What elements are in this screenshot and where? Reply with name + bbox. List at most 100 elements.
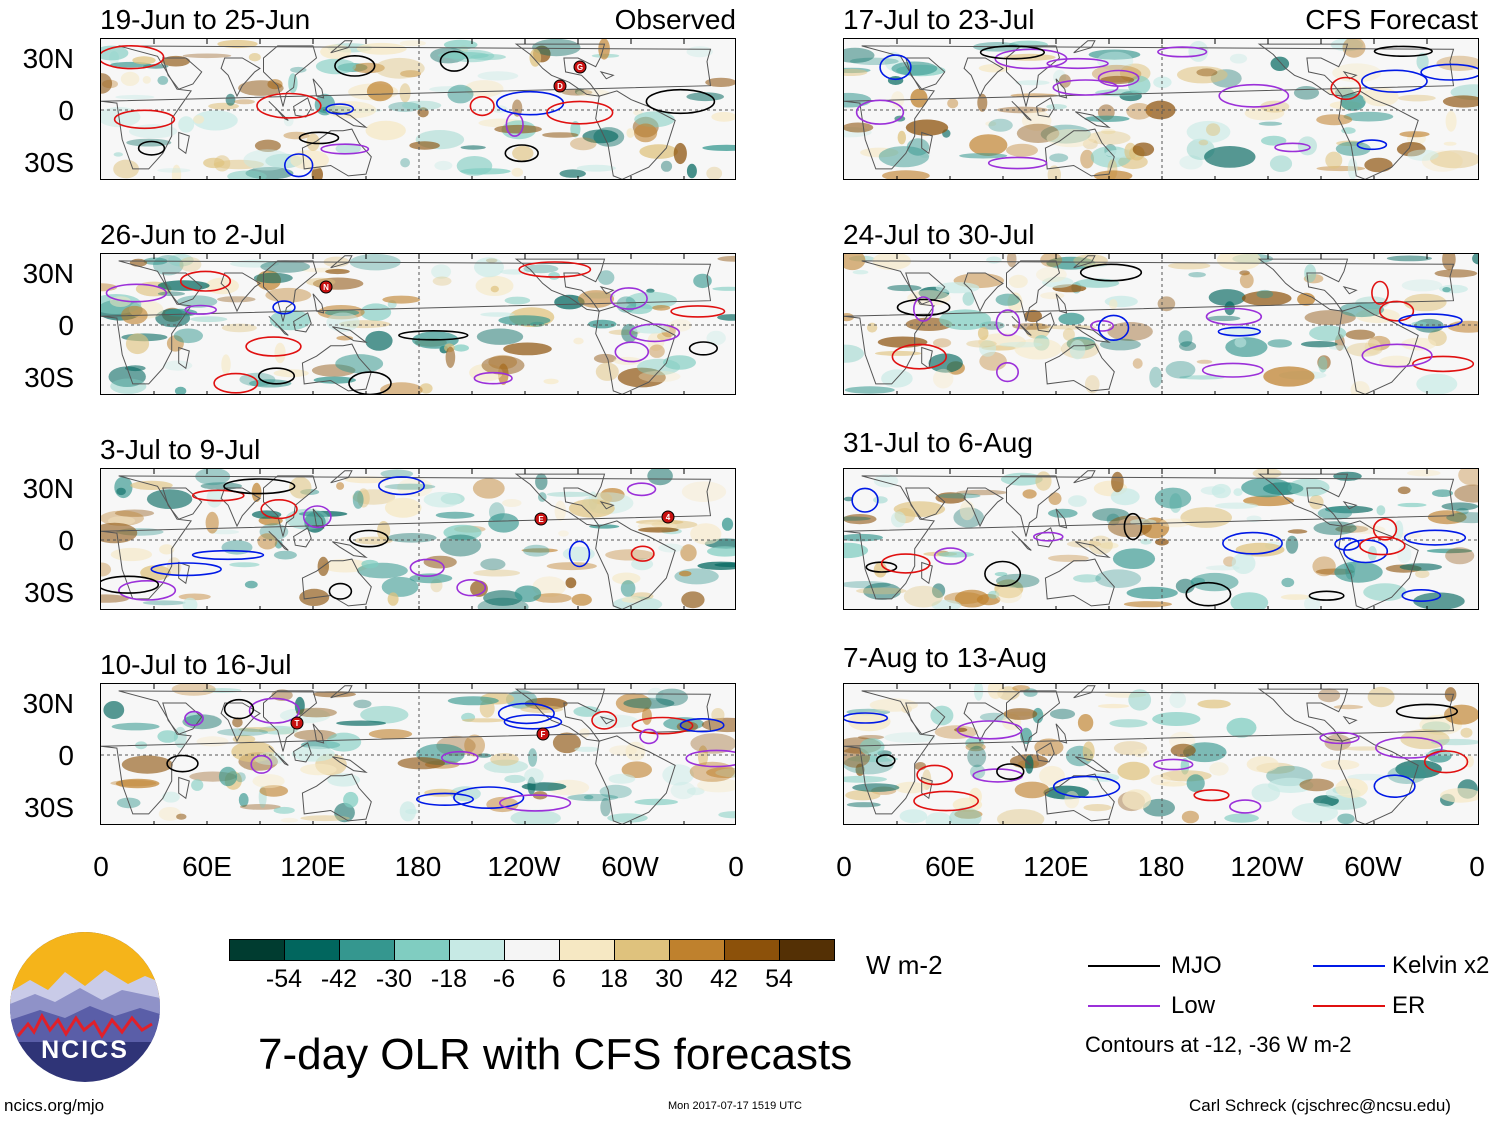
olr-anomaly-patch	[499, 269, 529, 275]
olr-anomaly-patch	[933, 338, 952, 348]
olr-anomaly-patch	[1035, 471, 1052, 491]
olr-anomaly-patch	[146, 489, 193, 509]
coastline	[905, 487, 946, 520]
olr-anomaly-patch	[1229, 53, 1248, 64]
olr-anomaly-patch	[313, 376, 356, 384]
wave-contour	[1412, 355, 1475, 373]
coastline	[268, 100, 289, 121]
olr-anomaly-patch	[1073, 254, 1108, 268]
wave-contour	[1401, 589, 1442, 603]
olr-anomaly-patch	[609, 745, 637, 756]
olr-anomaly-patch	[568, 499, 615, 518]
wave-contour	[272, 300, 296, 315]
olr-anomaly-patch	[163, 360, 193, 371]
olr-anomaly-patch	[954, 589, 989, 608]
lon-label-left-120w: 120W	[487, 851, 561, 882]
olr-anomaly-patch	[1293, 86, 1320, 100]
olr-anomaly-patch	[634, 798, 678, 806]
olr-anomaly-patch	[844, 344, 864, 363]
olr-anomaly-patch	[1107, 515, 1152, 538]
olr-anomaly-patch	[185, 711, 203, 727]
olr-anomaly-patch	[1126, 103, 1153, 120]
olr-anomaly-patch	[1316, 114, 1353, 126]
wave-contour	[179, 270, 232, 292]
wave-contour	[670, 305, 726, 318]
wave-contour	[1358, 536, 1406, 556]
olr-anomaly-patch	[1073, 574, 1102, 583]
olr-anomaly-patch	[273, 806, 295, 814]
olr-anomaly-patch	[238, 727, 278, 732]
olr-anomaly-patch	[132, 56, 156, 65]
olr-anomaly-patch	[546, 491, 593, 497]
olr-anomaly-patch	[660, 160, 673, 172]
panel-title-right-3: 7-Aug to 13-Aug	[843, 642, 1047, 673]
coastline	[162, 57, 203, 90]
olr-anomaly-patch	[257, 533, 278, 550]
olr-anomaly-patch	[1126, 586, 1178, 600]
olr-anomaly-patch	[1175, 578, 1195, 594]
olr-anomaly-patch	[121, 755, 173, 774]
olr-anomaly-patch	[707, 546, 735, 557]
wave-contour	[105, 283, 168, 303]
olr-anomaly-patch	[717, 255, 735, 262]
colorbar-tick-label: 54	[765, 965, 793, 993]
wave-contour	[518, 261, 592, 278]
olr-anomaly-patch	[1088, 535, 1113, 555]
wave-contour	[101, 575, 160, 594]
olr-anomaly-patch	[1364, 157, 1393, 173]
olr-anomaly-patch	[360, 705, 409, 724]
olr-anomaly-patch	[365, 330, 393, 351]
coastline	[1055, 723, 1068, 744]
olr-anomaly-patch	[498, 315, 551, 326]
olr-anomaly-patch	[488, 354, 518, 370]
colorbar-swatch	[669, 939, 725, 961]
ncics-logo: NCICS	[10, 932, 160, 1082]
coastline	[1011, 530, 1032, 551]
olr-anomaly-patch	[1297, 292, 1316, 306]
coastline	[1055, 508, 1068, 529]
panel-title-right-1: 24-Jul to 30-Jul	[843, 219, 1035, 250]
coastline	[1257, 688, 1349, 742]
olr-anomaly-patch	[335, 354, 384, 374]
olr-anomaly-patch	[995, 586, 1022, 604]
coastline	[1257, 473, 1349, 527]
coastline	[330, 40, 353, 54]
coastline	[312, 723, 325, 744]
olr-anomaly-patch	[1399, 563, 1442, 571]
olr-anomaly-patch	[574, 746, 600, 752]
olr-anomaly-patch	[638, 527, 679, 533]
olr-anomaly-patch	[221, 354, 231, 375]
coastline	[963, 487, 1004, 528]
olr-anomaly-patch	[1023, 688, 1038, 697]
olr-anomaly-patch	[238, 80, 284, 96]
olr-anomaly-patch	[712, 286, 735, 291]
wave-contour	[377, 476, 425, 496]
coastline	[514, 258, 606, 312]
legend-label-mjo: MJO	[1171, 952, 1222, 979]
wave-contour	[987, 156, 1048, 170]
olr-anomaly-patch	[190, 316, 228, 323]
colorbar-swatch	[394, 939, 450, 961]
storm-marker-icon	[573, 60, 587, 74]
coastline	[1011, 315, 1032, 336]
olr-anomaly-patch	[965, 742, 986, 752]
olr-anomaly-patch	[374, 57, 425, 79]
olr-anomaly-patch	[1350, 381, 1370, 394]
olr-anomaly-patch	[582, 129, 619, 144]
olr-anomaly-patch	[966, 340, 997, 348]
figure-title: 7-day OLR with CFS forecasts	[258, 1030, 853, 1079]
olr-anomaly-patch	[1407, 149, 1439, 161]
olr-anomaly-patch	[872, 254, 912, 270]
olr-anomaly-patch	[1299, 778, 1334, 792]
wave-contour	[320, 143, 370, 155]
olr-anomaly-patch	[1104, 691, 1147, 698]
olr-anomaly-patch	[1329, 345, 1349, 350]
olr-anomaly-patch	[400, 158, 410, 168]
olr-anomaly-patch	[1394, 520, 1404, 540]
panel-title-left-0: 19-Jun to 25-Jun	[100, 4, 311, 35]
wave-contour	[1123, 512, 1143, 541]
wave-contour	[1330, 76, 1362, 101]
olr-anomaly-patch	[869, 698, 918, 712]
lat-label-30s: 30S	[24, 147, 74, 178]
